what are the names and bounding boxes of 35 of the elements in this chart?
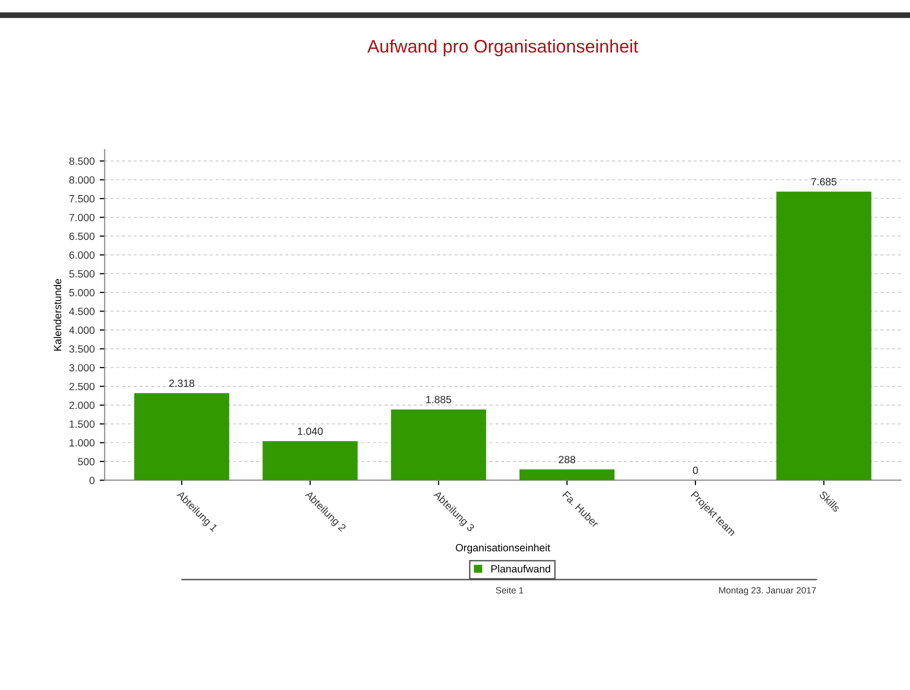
text: 0 [692,466,698,474]
y-tick-label: 5.500 [69,270,95,278]
bar [262,441,358,480]
y-tick-label: 8.000 [69,176,95,184]
y-tick-label: 7.500 [69,195,95,202]
y-tick-label: 0 [90,476,95,484]
bar [391,409,486,480]
y-tick-label: 2.500 [69,382,95,390]
text: 7.685 [811,178,836,186]
text: 2.318 [169,380,194,387]
y-tick-label: 6.500 [69,232,95,240]
y-axis-title: Kalenderstunde [54,278,62,351]
y-tick-label: 4.000 [69,326,95,334]
chart-title: Aufwand pro Organisationseinheit [367,39,638,56]
y-tick-label: 4.500 [69,308,95,316]
legend-label: Planaufwand [491,564,550,573]
y-tick-label: 3.500 [69,345,95,353]
y-tick-label: 6.000 [69,251,95,259]
bar [776,192,872,480]
text: Montag 23. Januar 2017 [719,587,816,596]
text: Seite 1 [496,586,524,594]
y-tick-label: 1.000 [70,439,95,447]
y-tick-label: 8.500 [69,158,95,165]
bar [519,469,615,480]
y-tick-label: 7.000 [69,214,95,222]
y-tick-label: 2.000 [69,402,95,409]
y-tick-label: 3.000 [69,364,95,372]
text: 288 [558,456,576,464]
text: 1.040 [298,428,323,435]
y-tick-label: 500 [78,458,95,466]
bar [134,393,230,480]
text: 1.885 [426,396,452,404]
y-tick-label: 1.500 [70,420,95,428]
y-tick-label: 5.000 [69,288,95,296]
x-axis-title: Organisationseinheit [456,544,550,554]
